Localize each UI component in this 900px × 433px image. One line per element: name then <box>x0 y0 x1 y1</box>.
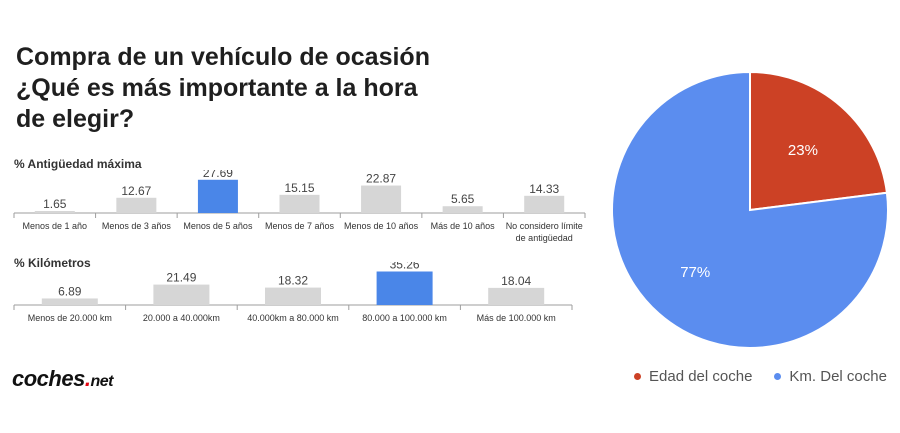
bar-value-label: 35.26 <box>390 262 420 272</box>
page-title: Compra de un vehículo de ocasión ¿Qué es… <box>16 42 486 135</box>
category-label: Más de 100.000 km <box>477 313 556 323</box>
pie-slice-label: 77% <box>680 264 710 281</box>
category-label: Menos de 5 años <box>183 221 253 231</box>
category-label: Menos de 10 años <box>344 221 419 231</box>
bar-value-label: 18.04 <box>501 274 531 288</box>
pie-legend: Edad del coche Km. Del coche <box>634 368 887 385</box>
legend-label: Km. Del coche <box>789 368 887 385</box>
bar-value-label: 14.33 <box>529 182 559 196</box>
coches-net-logo: coches.net <box>12 366 113 391</box>
pie-slice <box>611 70 889 349</box>
bar <box>265 287 321 305</box>
bar-value-label: 27.69 <box>203 170 233 180</box>
pie-chart: 23% 77% <box>611 70 889 349</box>
category-label: de antigüedad <box>516 233 573 243</box>
category-label: 20.000 a 40.000km <box>143 313 220 323</box>
bar <box>41 298 98 305</box>
category-label: Menos de 7 años <box>265 221 335 231</box>
bar <box>34 211 75 213</box>
bar-value-label: 6.89 <box>58 284 82 298</box>
km-bar-chart: 6.89 Menos de 20.000 km 21.49 20.000 a 40.0… <box>13 262 573 323</box>
bar <box>488 287 545 305</box>
legend-item-edad: Edad del coche <box>634 368 752 385</box>
legend-item-km: Km. Del coche <box>774 368 887 385</box>
legend-swatch-red <box>634 373 641 380</box>
title-line: Compra de un vehículo de ocasión <box>16 43 430 71</box>
bar <box>279 194 320 213</box>
bar-value-label: 22.87 <box>366 172 396 186</box>
km-chart-title: % Kilómetros <box>14 256 91 270</box>
title-line: ¿Qué es más importante a la hora <box>16 74 418 102</box>
category-label: Menos de 1 año <box>23 221 88 231</box>
pie-slice <box>749 70 889 212</box>
bar <box>524 195 565 213</box>
category-label: Menos de 20.000 km <box>28 313 112 323</box>
age-bar-chart: 1.65 Menos de 1 año 12.67 Menos de 3 años 27… <box>13 170 586 243</box>
title-line: de elegir? <box>16 105 135 133</box>
category-label: 80.000 a 100.000 km <box>362 313 447 323</box>
bar <box>442 206 483 213</box>
legend-label: Edad del coche <box>649 368 753 385</box>
bar-value-label: 21.49 <box>166 271 196 285</box>
category-label: 40.000km a 80.000 km <box>247 313 339 323</box>
bar-value-label: 5.65 <box>451 192 475 206</box>
bar-value-label: 12.67 <box>121 184 151 198</box>
category-label: Menos de 3 años <box>102 221 172 231</box>
bar-value-label: 18.32 <box>278 274 308 288</box>
category-label: No considero límite <box>506 221 583 231</box>
bar <box>361 185 402 213</box>
age-chart-title: % Antigüedad máxima <box>14 157 142 171</box>
bar <box>116 197 157 213</box>
pie-slice-label: 23% <box>788 142 818 159</box>
bar-value-label: 1.65 <box>43 197 67 211</box>
legend-swatch-blue <box>774 373 782 380</box>
category-label: Más de 10 años <box>431 221 496 231</box>
bar <box>153 284 210 305</box>
bar-value-label: 15.15 <box>284 181 314 195</box>
bar <box>376 271 433 305</box>
bar <box>197 179 238 213</box>
